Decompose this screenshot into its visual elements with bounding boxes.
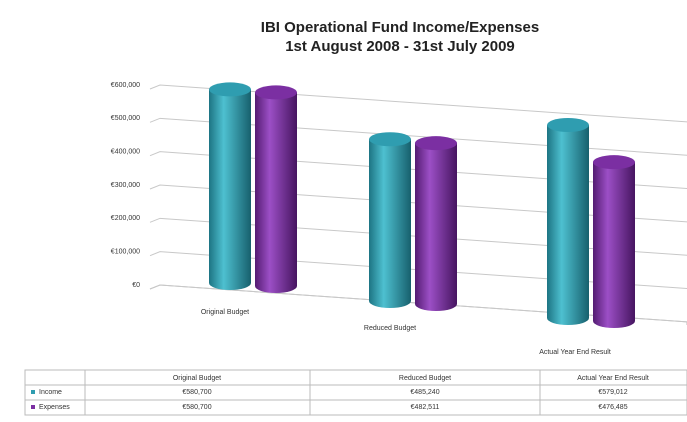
y-tick-label: €400,000 bbox=[111, 149, 140, 156]
cylinder bbox=[209, 89, 251, 290]
grid-line bbox=[149, 117, 687, 156]
cylinder-top bbox=[547, 117, 589, 132]
table-value: €580,700 bbox=[182, 389, 211, 396]
table-header: Reduced Budget bbox=[399, 375, 451, 382]
grid-line bbox=[149, 217, 687, 256]
table-frame bbox=[24, 369, 687, 416]
grid-line bbox=[149, 284, 687, 323]
y-tick-label: €200,000 bbox=[111, 215, 140, 222]
legend-key bbox=[31, 390, 35, 394]
cylinder-top bbox=[209, 82, 251, 97]
chart-subtitle: 1st August 2008 - 31st July 2009 bbox=[285, 38, 515, 55]
y-tick-label: €600,000 bbox=[111, 82, 140, 89]
grid-line bbox=[149, 251, 687, 290]
x-tick-label: Actual Year End Result bbox=[539, 349, 611, 356]
cylinder-top bbox=[369, 132, 411, 147]
cylinder bbox=[547, 124, 589, 325]
cylinder bbox=[255, 92, 297, 293]
table-value: €476,485 bbox=[598, 404, 627, 411]
legend-label: Expenses bbox=[39, 404, 70, 411]
cylinder bbox=[593, 162, 635, 328]
y-tick-label: €0 bbox=[132, 282, 140, 289]
cylinder-top bbox=[593, 155, 635, 170]
cylinder bbox=[369, 139, 411, 308]
table-value: €580,700 bbox=[182, 404, 211, 411]
table-header: Original Budget bbox=[173, 375, 221, 382]
y-tick-label: €300,000 bbox=[111, 182, 140, 189]
table-header: Actual Year End Result bbox=[577, 375, 649, 382]
data-table: Original Budget Reduced Budget Actual Year… bbox=[24, 369, 687, 416]
table-value: €579,012 bbox=[598, 389, 627, 396]
cylinder-top bbox=[255, 85, 297, 100]
grid-line bbox=[149, 84, 687, 123]
table-value: €485,240 bbox=[410, 389, 439, 396]
chart-title: IBI Operational Fund Income/Expenses bbox=[261, 19, 539, 36]
legend-key bbox=[31, 405, 35, 409]
grid-line bbox=[149, 151, 687, 190]
x-tick-label: Reduced Budget bbox=[364, 325, 416, 332]
x-tick-label: Original Budget bbox=[201, 309, 249, 316]
y-tick-label: €500,000 bbox=[111, 115, 140, 122]
grid-line bbox=[149, 184, 687, 223]
table-value: €482,511 bbox=[411, 404, 440, 411]
cylinder bbox=[415, 143, 457, 311]
legend-label: Income bbox=[39, 389, 62, 396]
cylinder-top bbox=[415, 136, 457, 151]
y-tick-label: €100,000 bbox=[111, 249, 140, 256]
